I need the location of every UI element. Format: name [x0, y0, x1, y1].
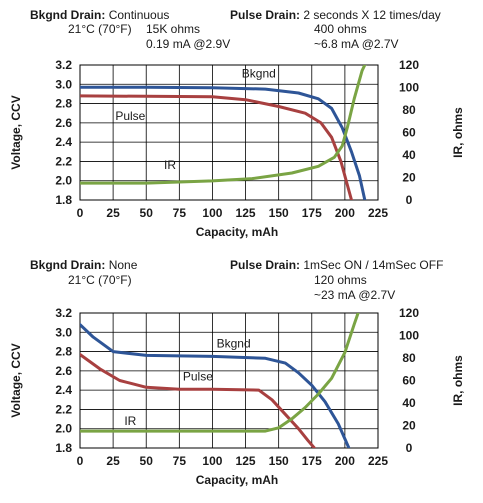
- chart1-xtick-label: 225: [368, 206, 388, 220]
- chart2-y2tick-label: 20: [402, 419, 416, 433]
- chart1-y2tick-label: 100: [399, 81, 419, 95]
- chart2-ytick-label: 2.4: [55, 383, 72, 397]
- chart2-pulse-resistance: 120 ohms: [314, 273, 367, 287]
- chart1-ytick-label: 2.0: [55, 174, 72, 188]
- chart1-y2tick-label: 80: [402, 103, 416, 117]
- chart1-y-axis-label: Voltage, CCV: [9, 95, 23, 169]
- chart2-ytick-label: 2.6: [55, 364, 72, 378]
- chart2-series-bkgnd: [80, 323, 351, 448]
- chart1-series-label-pulse: Pulse: [115, 109, 145, 123]
- chart1-frame: [79, 64, 379, 201]
- chart1-series-label-ir: IR: [164, 158, 176, 172]
- chart1-y2tick-label: 60: [402, 126, 416, 140]
- chart2-bkgnd-drain-value: None: [108, 258, 138, 272]
- chart1-ytick-label: 3.2: [55, 58, 72, 72]
- chart1-pulse-drain-label: Pulse Drain:: [230, 8, 301, 22]
- chart2-series-label-ir: IR: [124, 414, 136, 428]
- chart1-pulse-drain-value: 2 seconds X 12 times/day: [303, 8, 441, 22]
- chart1-bkgnd-resistance: 15K ohms: [146, 22, 201, 36]
- chart1-ytick-label: 2.6: [55, 116, 72, 130]
- chart2-xtick-label: 125: [236, 454, 256, 468]
- chart1-plot: 0 25 50 75 100 125 150 175 200 2251.82.02.22.42.6…: [9, 58, 465, 239]
- chart2-ytick-label: 2.8: [55, 345, 72, 359]
- chart2-xtick-label: 25: [106, 454, 120, 468]
- chart1-y2tick-label: 40: [402, 148, 416, 162]
- chart2-ytick-label: 3.0: [55, 325, 72, 339]
- chart2-pulse-drain-label: Pulse Drain:: [230, 258, 301, 272]
- chart2-y2tick-label: 100: [399, 329, 419, 343]
- chart2-y2tick-label: 0: [406, 441, 413, 455]
- chart1-xtick-label: 200: [335, 206, 355, 220]
- chart1-bkgnd-drain-value: Continuous: [108, 8, 170, 22]
- chart2-series-label-bkgnd: Bkgnd: [217, 337, 251, 351]
- chart1-series-ir: [80, 65, 367, 185]
- chart2-pulse-drain-value: 1mSec ON / 14mSec OFF: [303, 258, 444, 272]
- chart1-x-axis-label: Capacity, mAh: [196, 225, 278, 239]
- chart1-series-pulse: [80, 94, 353, 200]
- chart2-xtick-label: 225: [368, 454, 388, 468]
- chart2-ytick-label: 2.2: [55, 402, 72, 416]
- chart2-pulse-current: ~23 mA @2.7V: [314, 288, 396, 302]
- chart2-ytick-label: 3.2: [55, 306, 72, 320]
- chart2-series-ir: [80, 313, 360, 433]
- chart1-ytick-label: 2.4: [55, 135, 72, 149]
- chart2-series-label-pulse: Pulse: [183, 370, 213, 384]
- chart1-ytick-label: 2.8: [55, 97, 72, 111]
- chart1-y2tick-label: 20: [402, 171, 416, 185]
- chart1-pulse-current: ~6.8 mA @2.7V: [314, 37, 399, 51]
- chart2-xtick-label: 0: [77, 454, 84, 468]
- chart2-ytick-label: 2.0: [55, 422, 72, 436]
- chart2-xtick-label: 50: [140, 454, 154, 468]
- chart2-y2-axis-label: IR, ohms: [451, 355, 465, 406]
- chart1-xtick-label: 100: [202, 206, 222, 220]
- chart2-y2tick-label: 40: [402, 396, 416, 410]
- chart2-xtick-label: 150: [269, 454, 289, 468]
- chart2-xtick-label: 100: [202, 454, 222, 468]
- chart1-bkgnd-current: 0.19 mA @2.9V: [146, 37, 231, 51]
- chart1-xtick-label: 50: [140, 206, 154, 220]
- chart1-xtick-label: 125: [236, 206, 256, 220]
- chart2-y-axis-label: Voltage, CCV: [9, 343, 23, 417]
- chart1-ytick-label: 3.0: [55, 77, 72, 91]
- chart1-y2tick-label: 120: [399, 58, 419, 72]
- chart1-y2-axis-label: IR, ohms: [451, 107, 465, 158]
- chart2-bkgnd-conditions: Bkgnd Drain: None: [30, 258, 137, 272]
- chart2-pulse-conditions: Pulse Drain: 1mSec ON / 14mSec OFF: [230, 258, 443, 272]
- chart2-frame: [79, 312, 379, 449]
- chart1-pulse-conditions: Pulse Drain: 2 seconds X 12 times/day: [230, 8, 441, 22]
- chart2-y2tick-label: 120: [399, 306, 419, 320]
- chart1-bkgnd-drain-label: Bkgnd Drain:: [30, 8, 106, 22]
- chart1-xtick-label: 175: [302, 206, 322, 220]
- chart1-xtick-label: 25: [106, 206, 120, 220]
- chart1-pulse-resistance: 400 ohms: [314, 22, 367, 36]
- chart2-ytick-label: 1.8: [55, 441, 72, 455]
- chart2-y2tick-label: 60: [402, 374, 416, 388]
- chart1-series-bkgnd: [80, 85, 367, 200]
- chart2-plot: 0 25 50 75 100 125 150 175 200 2251.82.02.22.42.6…: [9, 306, 465, 487]
- chart1-bkgnd-conditions: Bkgnd Drain: Continuous: [30, 8, 169, 22]
- chart2-xtick-label: 75: [173, 454, 187, 468]
- chart2-temperature: 21°C (70°F): [68, 273, 132, 287]
- chart1-xtick-label: 0: [77, 206, 84, 220]
- chart1-ytick-label: 2.2: [55, 154, 72, 168]
- chart2-xtick-label: 200: [335, 454, 355, 468]
- chart2-xtick-label: 175: [302, 454, 322, 468]
- chart1-y2tick-label: 0: [406, 193, 413, 207]
- chart1-ytick-label: 1.8: [55, 193, 72, 207]
- chart1-series-label-bkgnd: Bkgnd: [242, 67, 276, 81]
- chart2-y2tick-label: 80: [402, 351, 416, 365]
- chart2-series-pulse: [80, 353, 316, 448]
- chart1-temperature: 21°C (70°F): [68, 22, 132, 36]
- chart2-bkgnd-drain-label: Bkgnd Drain:: [30, 258, 106, 272]
- chart1-xtick-label: 150: [269, 206, 289, 220]
- chart2-x-axis-label: Capacity, mAh: [196, 473, 278, 487]
- chart1-xtick-label: 75: [173, 206, 187, 220]
